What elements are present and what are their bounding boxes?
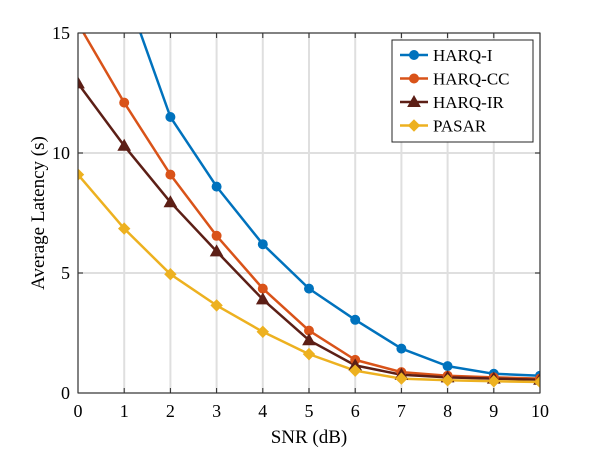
x-tick-label: 10 <box>531 401 549 421</box>
data-point-harq-ir <box>163 195 178 208</box>
data-point-pasar <box>302 347 316 361</box>
x-tick-label: 3 <box>212 401 221 421</box>
legend-label-harq-cc: HARQ-CC <box>433 70 510 89</box>
x-tick-label: 8 <box>443 401 452 421</box>
data-point-pasar <box>256 325 270 339</box>
data-point-pasar <box>533 375 540 389</box>
data-point-harq-ir <box>117 138 132 151</box>
y-tick-label: 10 <box>52 143 70 163</box>
data-point-pasar <box>117 222 131 235</box>
data-point-pasar <box>441 374 454 387</box>
data-point-harq-ir <box>78 76 85 89</box>
legend-marker-harq-ir <box>407 94 421 107</box>
data-point-harq-cc <box>211 230 222 241</box>
x-tick-label: 4 <box>258 401 267 421</box>
data-point-harq-ir <box>209 244 224 257</box>
x-tick-label: 7 <box>397 401 406 421</box>
data-point-harq-i <box>257 239 268 250</box>
legend-label-pasar: PASAR <box>433 117 487 136</box>
legend-label-harq-i: HARQ-I <box>433 46 493 65</box>
y-tick-label: 0 <box>61 383 70 403</box>
data-point-pasar <box>164 267 177 281</box>
data-point-harq-ir <box>255 292 270 305</box>
data-point-pasar <box>348 364 362 377</box>
x-tick-label: 2 <box>166 401 175 421</box>
x-tick-label: 0 <box>74 401 83 421</box>
legend-label-harq-ir: HARQ-IR <box>433 93 504 112</box>
series-markers <box>78 76 540 389</box>
legend-marker-harq-i <box>409 50 419 60</box>
y-axis-title: Average Latency (s) <box>28 136 49 290</box>
data-point-harq-cc <box>119 97 130 108</box>
data-point-harq-i <box>442 361 453 372</box>
x-tick-label: 9 <box>489 401 498 421</box>
x-axis-title: SNR (dB) <box>271 427 348 448</box>
data-point-pasar <box>210 299 223 312</box>
data-point-harq-cc <box>257 283 268 294</box>
data-point-harq-i <box>211 181 222 192</box>
data-point-harq-cc <box>165 169 176 180</box>
x-tick-label: 1 <box>120 401 129 421</box>
legend-marker-pasar <box>407 119 421 132</box>
data-point-harq-i <box>165 112 176 122</box>
data-point-pasar <box>487 375 501 388</box>
data-point-harq-i <box>396 343 407 354</box>
y-tick-label: 5 <box>61 263 70 283</box>
axis-ticks: 0 1 2 3 4 5 6 7 8 9 10 0 5 10 15 <box>52 23 549 421</box>
legend: HARQ-I HARQ-CC HARQ-IR PASAR <box>391 39 534 143</box>
x-tick-label: 6 <box>351 401 360 421</box>
data-point-harq-ir <box>302 333 316 346</box>
data-point-pasar <box>395 372 408 385</box>
data-point-harq-i <box>350 314 361 325</box>
y-tick-label: 15 <box>52 23 70 43</box>
data-point-pasar <box>78 168 85 181</box>
data-point-harq-i <box>304 283 314 294</box>
x-tick-label: 5 <box>305 401 314 421</box>
legend-marker-harq-cc <box>409 73 419 84</box>
